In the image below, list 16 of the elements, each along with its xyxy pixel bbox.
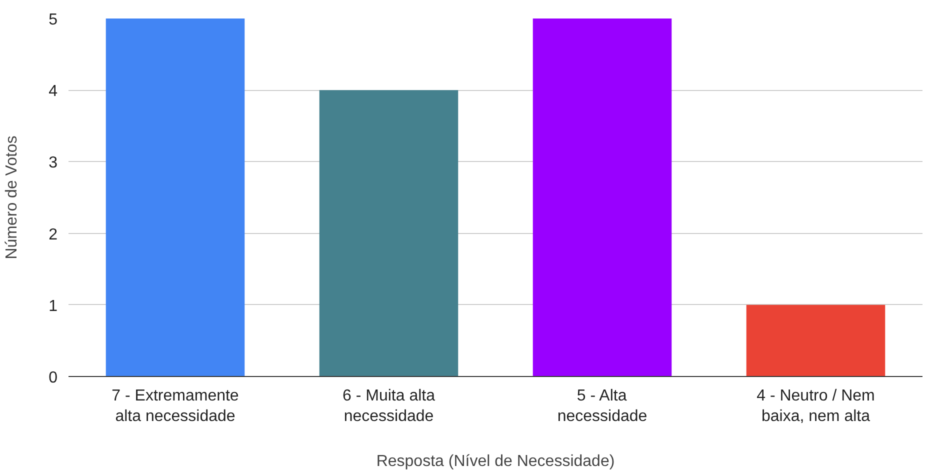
x-axis-title: Resposta (Nível de Necessidade)	[376, 452, 615, 470]
y-tick-label: 3	[48, 154, 58, 172]
y-axis-title: Número de Votos	[4, 136, 21, 260]
y-tick-label: 2	[48, 226, 58, 244]
bar	[746, 304, 886, 376]
x-tick-label: 4 - Neutro / Nem baixa, nem alta	[756, 388, 875, 425]
y-tick-label: 1	[48, 298, 58, 315]
x-tick-label: 6 - Muita alta necessidade	[342, 388, 436, 425]
y-tick-label: 4	[48, 83, 58, 100]
x-tick-label: 5 - Alta necessidade	[557, 388, 648, 425]
bar	[106, 18, 245, 376]
y-tick-label: 0	[48, 370, 58, 386]
bar	[319, 90, 458, 376]
x-tick-label: 7 - Extremamente alta necessidade	[112, 388, 239, 425]
y-tick-label: 5	[48, 12, 58, 28]
bar	[532, 18, 672, 376]
